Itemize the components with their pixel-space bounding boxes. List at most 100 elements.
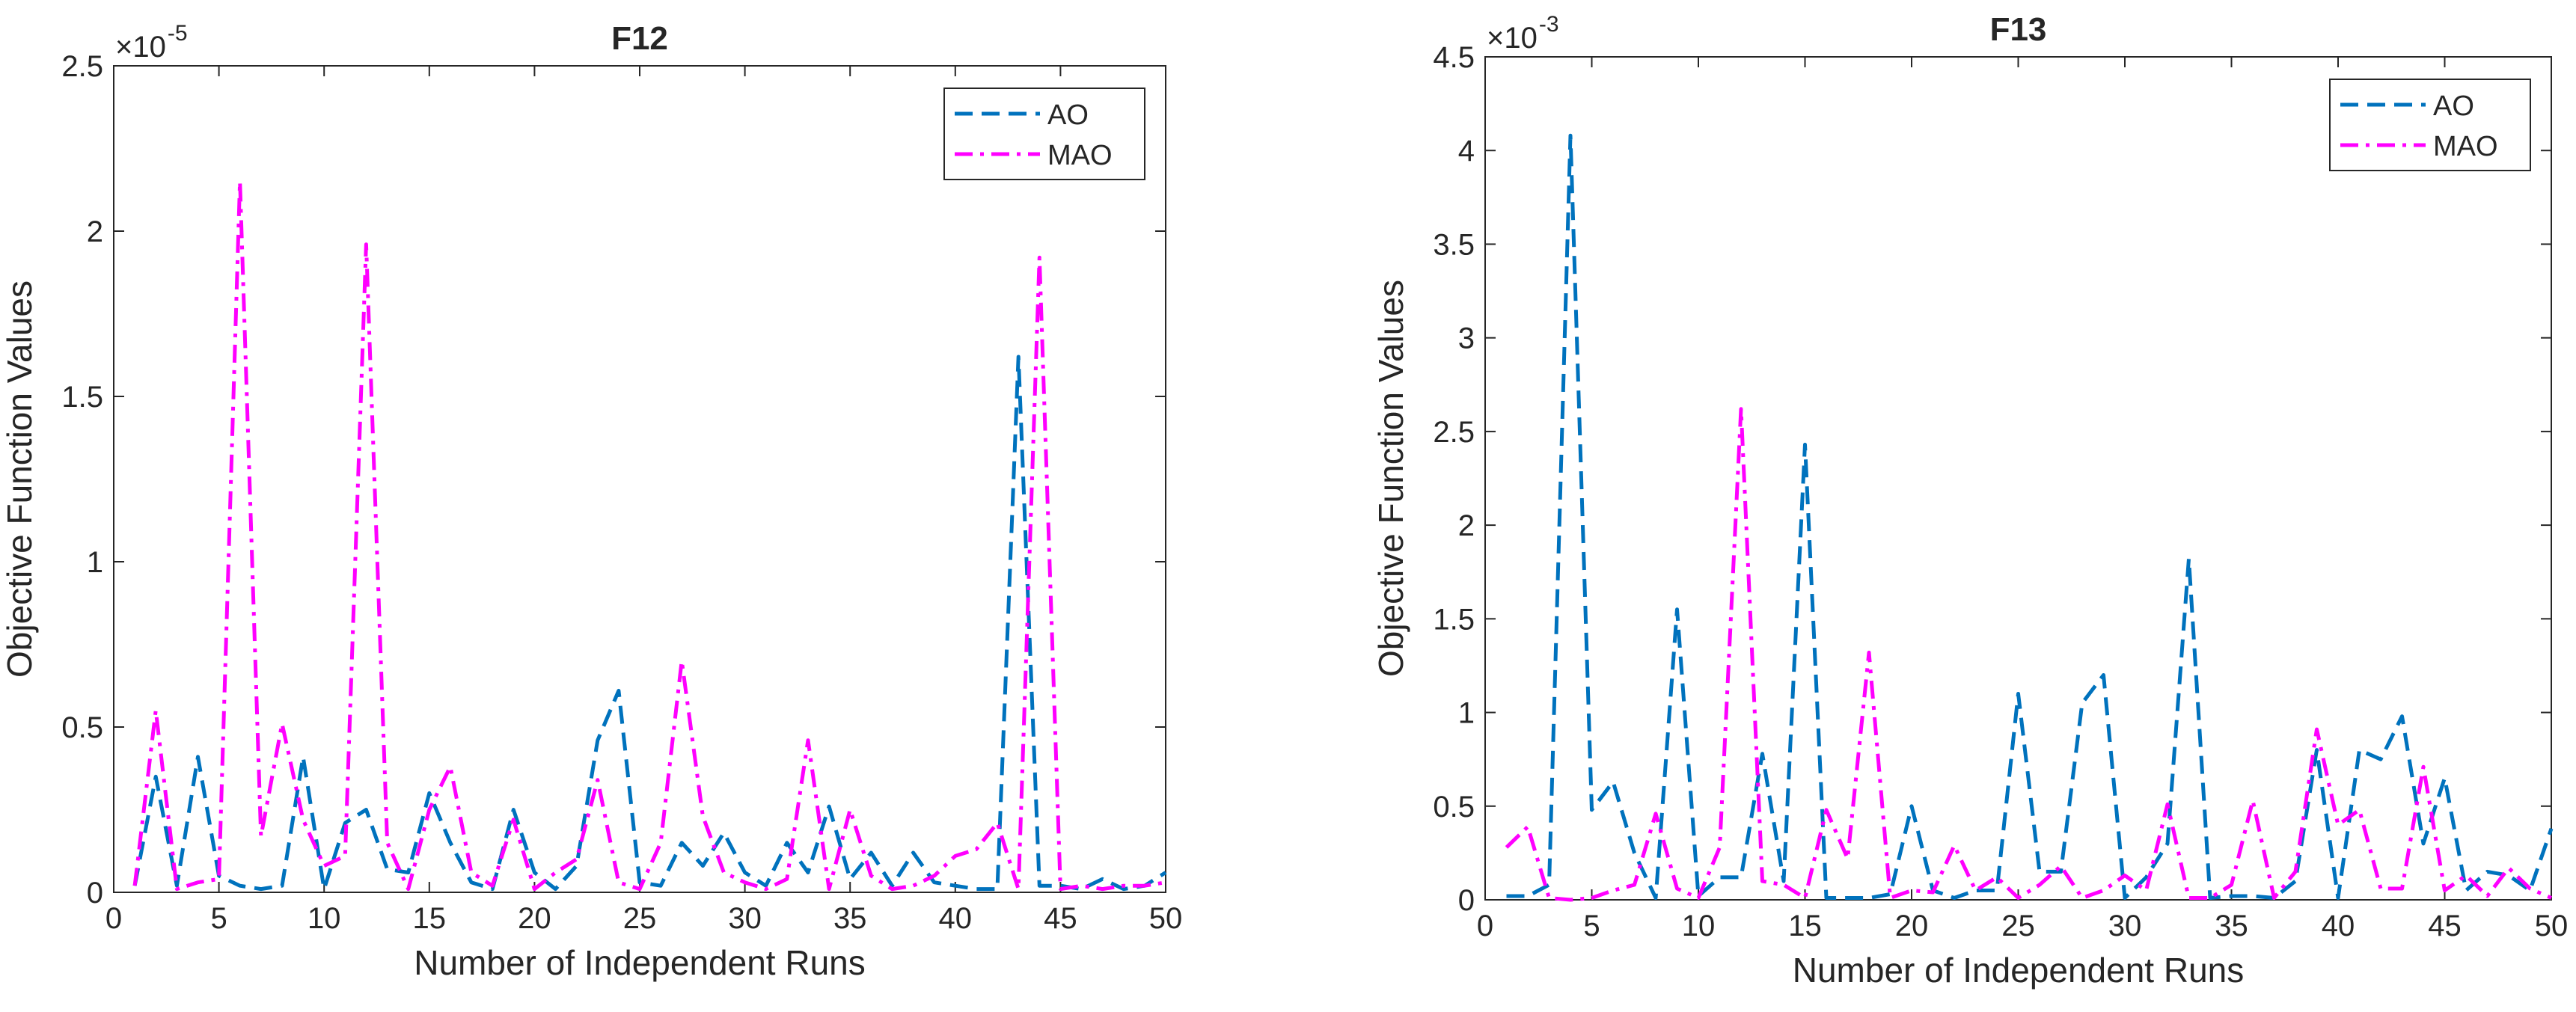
data-point-mao	[323, 865, 325, 867]
exponent-power: -3	[1539, 12, 1559, 37]
data-point-ao	[1805, 444, 1806, 445]
data-point-mao	[1890, 897, 1891, 898]
data-point-mao	[134, 885, 135, 886]
data-point-ao	[1102, 878, 1104, 880]
y-tick-label: 4.5	[1433, 41, 1475, 74]
data-point-ao	[597, 740, 599, 741]
data-point-ao	[2081, 702, 2083, 704]
data-point-ao	[1868, 897, 1870, 898]
data-point-ao	[976, 889, 977, 890]
data-point-ao	[2018, 693, 2019, 695]
y-tick-label: 0.5	[61, 711, 103, 744]
y-tick-label: 3	[1458, 322, 1475, 355]
y-tick-label: 3.5	[1433, 228, 1475, 261]
data-point-mao	[450, 766, 451, 767]
data-point-mao	[1081, 885, 1083, 886]
data-point-mao	[1933, 892, 1934, 893]
y-tick-label: 2	[1458, 509, 1475, 542]
data-point-ao	[1549, 884, 1550, 886]
data-point-ao	[997, 889, 998, 890]
data-point-ao	[1038, 885, 1040, 886]
data-point-ao	[1655, 897, 1656, 898]
data-point-ao	[1123, 889, 1125, 890]
data-point-ao	[450, 842, 451, 844]
x-tick-label: 45	[2428, 910, 2462, 942]
x-tick-label: 15	[1788, 910, 1822, 942]
data-point-mao	[2465, 874, 2467, 876]
data-point-mao	[1102, 889, 1104, 890]
data-point-ao	[387, 868, 388, 870]
data-point-mao	[976, 849, 977, 850]
data-point-ao	[828, 806, 830, 807]
y-axis-label: Objective Function Values	[0, 280, 39, 678]
x-axis-label: Number of Independent Runs	[414, 943, 866, 982]
data-point-mao	[1954, 844, 1955, 846]
data-point-mao	[744, 882, 746, 883]
data-point-ao	[765, 885, 767, 886]
data-point-mao	[555, 871, 557, 873]
data-point-ao	[2252, 895, 2254, 897]
data-point-mao	[2081, 897, 2083, 898]
legend-label-ao: AO	[1047, 99, 1089, 131]
data-point-mao	[576, 859, 578, 860]
data-point-ao	[934, 882, 935, 883]
legend: AO MAO	[2329, 79, 2531, 171]
data-point-mao	[1805, 897, 1806, 898]
y-tick-label: 0.5	[1433, 791, 1475, 824]
x-tick-label: 35	[2215, 910, 2248, 942]
data-point-mao	[913, 885, 914, 886]
data-point-mao	[2402, 888, 2403, 889]
data-point-mao	[1826, 809, 1827, 811]
data-point-ao	[1018, 356, 1019, 358]
data-point-mao	[2252, 800, 2254, 801]
x-tick-label: 10	[1682, 910, 1716, 942]
data-point-ao	[1911, 806, 1912, 807]
data-point-mao	[2508, 867, 2509, 868]
legend-label-ao: AO	[2433, 91, 2474, 122]
data-point-mao	[2018, 897, 2019, 898]
data-point-ao	[155, 776, 156, 777]
y-tick-label: 2.5	[61, 50, 103, 83]
data-point-ao	[1677, 609, 1678, 610]
data-point-mao	[1868, 651, 1870, 653]
data-point-ao	[849, 878, 851, 880]
data-point-mao	[702, 815, 703, 817]
data-point-ao	[2039, 871, 2040, 872]
x-tick-label: 5	[210, 902, 227, 935]
data-point-mao	[1740, 408, 1742, 410]
data-point-ao	[1890, 893, 1891, 895]
data-point-mao	[197, 882, 198, 883]
data-point-mao	[849, 809, 851, 811]
x-tick-label: 0	[1477, 910, 1493, 942]
data-point-mao	[681, 660, 682, 662]
data-point-mao	[2167, 803, 2168, 805]
data-point-ao	[1527, 895, 1529, 897]
data-point-mao	[387, 842, 388, 844]
data-point-mao	[533, 889, 535, 890]
x-tick-label: 0	[105, 902, 122, 935]
data-point-ao	[1165, 871, 1166, 873]
data-point-ao	[2551, 828, 2552, 829]
data-point-ao	[1506, 895, 1508, 897]
data-point-mao	[1612, 889, 1614, 891]
data-point-mao	[1975, 889, 1977, 891]
data-point-mao	[1506, 847, 1508, 848]
data-point-ao	[891, 885, 893, 886]
data-point-mao	[2231, 884, 2233, 886]
data-point-mao	[997, 822, 998, 824]
data-point-ao	[2188, 558, 2190, 559]
series-line-mao	[132, 180, 1166, 892]
data-point-mao	[1698, 897, 1699, 898]
data-point-ao	[913, 852, 914, 853]
data-point-ao	[870, 852, 872, 853]
data-point-ao	[2146, 877, 2147, 878]
data-point-mao	[471, 871, 472, 873]
data-point-ao	[176, 885, 177, 886]
data-point-mao	[1847, 858, 1849, 859]
data-point-mao	[1634, 884, 1636, 886]
x-tick-label: 10	[308, 902, 341, 935]
series-line-ao	[132, 355, 1167, 892]
data-point-mao	[365, 244, 367, 245]
data-point-mao	[1165, 882, 1166, 883]
y-tick-label: 0	[87, 877, 103, 910]
